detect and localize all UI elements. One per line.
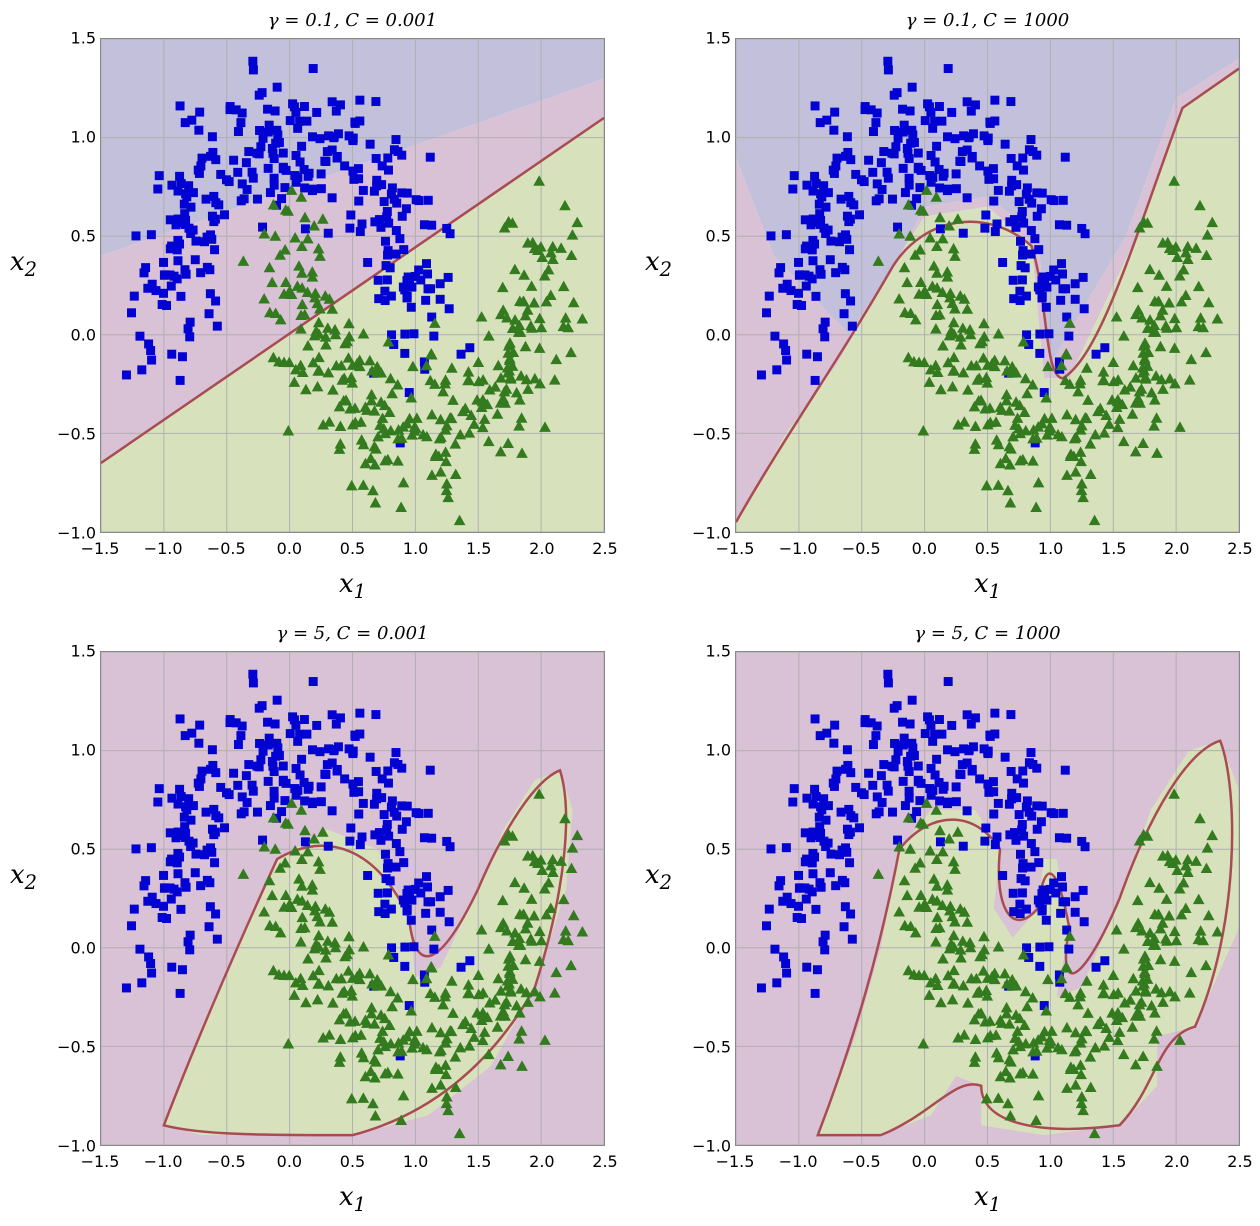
y-tick-label: 1.5 [50, 642, 96, 661]
x-tick-label: −1.5 [81, 539, 120, 558]
x-tick-label: 0.0 [912, 1152, 937, 1171]
y-tick-label: 0.5 [685, 840, 731, 859]
x-tick-label: 0.5 [340, 539, 365, 558]
subplot-title: γ = 0.1, C = 1000 [735, 10, 1240, 31]
y-tick-label: 0.0 [50, 939, 96, 958]
y-tick-label: 0.5 [50, 840, 96, 859]
x-axis-label: x1 [100, 569, 605, 603]
x-tick-label: 1.5 [466, 1152, 491, 1171]
x-tick-label: 2.5 [1227, 1152, 1252, 1171]
x-tick-label: 2.0 [1164, 539, 1189, 558]
x-axis-label: x1 [100, 1182, 605, 1216]
y-tick-label: −0.5 [685, 1038, 731, 1057]
x-tick-label: 1.0 [1038, 539, 1063, 558]
subplot-title: γ = 5, C = 0.001 [100, 623, 605, 644]
x-tick-label: 1.5 [1101, 1152, 1126, 1171]
x-tick-label: −1.5 [716, 539, 755, 558]
x-tick-label: 2.5 [592, 1152, 617, 1171]
y-axis-label: x2 [10, 247, 37, 281]
x-tick-label: −1.0 [144, 1152, 183, 1171]
y-tick-labels: −1.0−0.50.00.51.01.5 [50, 651, 96, 1146]
x-tick-label: −1.5 [716, 1152, 755, 1171]
scatter-points [736, 652, 1239, 1145]
x-tick-label: 2.0 [529, 539, 554, 558]
x-axis-label: x1 [735, 569, 1240, 603]
x-tick-labels: −1.5−1.0−0.50.00.51.01.52.02.5 [100, 539, 605, 561]
y-tick-label: −0.5 [50, 1038, 96, 1057]
x-tick-label: 0.0 [912, 539, 937, 558]
y-tick-labels: −1.0−0.50.00.51.01.5 [685, 38, 731, 533]
x-tick-labels: −1.5−1.0−0.50.00.51.01.52.02.5 [735, 539, 1240, 561]
x-tick-label: 0.5 [975, 539, 1000, 558]
y-tick-label: 1.0 [50, 128, 96, 147]
x-tick-label: 1.0 [1038, 1152, 1063, 1171]
x-tick-label: −1.0 [779, 539, 818, 558]
subplot-grid: γ = 0.1, C = 0.001 x2 x1 −1.0 −0.5 0.0 0.5 1.0 1… [10, 10, 1250, 1216]
x-tick-label: 0.5 [340, 1152, 365, 1171]
x-tick-label: −0.5 [207, 1152, 246, 1171]
y-tick-label: −0.5 [50, 425, 96, 444]
x-tick-label: 2.0 [529, 1152, 554, 1171]
y-tick-labels: −1.0−0.50.00.51.01.5 [685, 651, 731, 1146]
x-tick-label: 2.0 [1164, 1152, 1189, 1171]
plot-area [735, 651, 1240, 1146]
y-tick-label: 1.5 [685, 642, 731, 661]
y-axis-label: x2 [10, 860, 37, 894]
x-tick-label: 1.0 [403, 1152, 428, 1171]
subplot-title: γ = 0.1, C = 0.001 [100, 10, 605, 31]
x-tick-label: 0.0 [277, 1152, 302, 1171]
y-tick-label: −0.5 [685, 425, 731, 444]
x-tick-label: −0.5 [207, 539, 246, 558]
plot-area [100, 38, 605, 533]
x-axis-label: x1 [735, 1182, 1240, 1216]
x-tick-label: −0.5 [842, 539, 881, 558]
plot-area [100, 651, 605, 1146]
x-tick-label: −0.5 [842, 1152, 881, 1171]
subplot-3: γ = 5, C = 1000 x2 x1 −1.0 −0.5 0.0 0.5 1.0 1.5 −… [645, 623, 1250, 1216]
y-tick-labels: −1.0−0.50.00.51.01.5 [50, 38, 96, 533]
scatter-points [101, 652, 604, 1145]
subplot-0: γ = 0.1, C = 0.001 x2 x1 −1.0 −0.5 0.0 0.5 1.0 1… [10, 10, 615, 603]
x-tick-label: −1.0 [144, 539, 183, 558]
y-axis-label: x2 [645, 247, 672, 281]
x-tick-labels: −1.5−1.0−0.50.00.51.01.52.02.5 [100, 1152, 605, 1174]
y-tick-label: 1.5 [685, 29, 731, 48]
y-tick-label: 0.5 [685, 227, 731, 246]
y-tick-label: 0.5 [50, 227, 96, 246]
x-tick-label: 2.5 [1227, 539, 1252, 558]
plot-area [735, 38, 1240, 533]
subplot-1: γ = 0.1, C = 1000 x2 x1 −1.0 −0.5 0.0 0.5 1.0 1.… [645, 10, 1250, 603]
y-tick-label: 0.0 [685, 939, 731, 958]
y-tick-label: 1.0 [685, 128, 731, 147]
subplot-2: γ = 5, C = 0.001 x2 x1 −1.0 −0.5 0.0 0.5 1.0 1.5… [10, 623, 615, 1216]
y-tick-label: 0.0 [50, 326, 96, 345]
subplot-title: γ = 5, C = 1000 [735, 623, 1240, 644]
y-tick-label: 1.0 [685, 741, 731, 760]
y-tick-label: 1.0 [50, 741, 96, 760]
x-tick-label: 0.0 [277, 539, 302, 558]
x-tick-label: 2.5 [592, 539, 617, 558]
x-tick-label: 1.5 [466, 539, 491, 558]
x-tick-labels: −1.5−1.0−0.50.00.51.01.52.02.5 [735, 1152, 1240, 1174]
y-tick-label: 1.5 [50, 29, 96, 48]
scatter-points [736, 39, 1239, 532]
scatter-points [101, 39, 604, 532]
y-tick-label: 0.0 [685, 326, 731, 345]
x-tick-label: 1.5 [1101, 539, 1126, 558]
x-tick-label: −1.5 [81, 1152, 120, 1171]
x-tick-label: −1.0 [779, 1152, 818, 1171]
x-tick-label: 1.0 [403, 539, 428, 558]
x-tick-label: 0.5 [975, 1152, 1000, 1171]
y-axis-label: x2 [645, 860, 672, 894]
